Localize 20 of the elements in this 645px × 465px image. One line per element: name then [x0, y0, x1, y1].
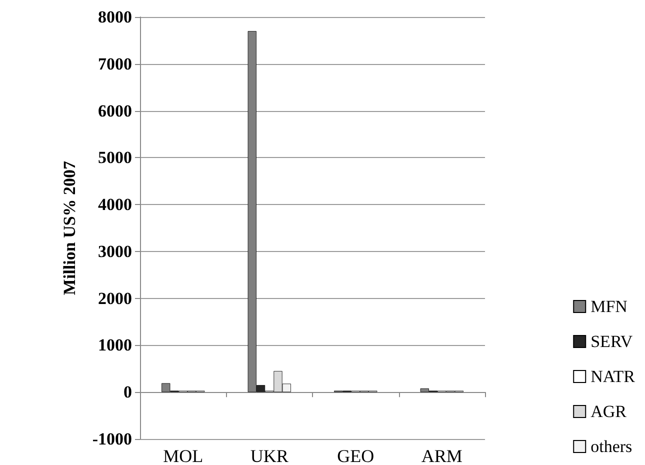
legend-label: others	[590, 437, 632, 456]
legend-label: NATR	[590, 367, 636, 386]
y-tick-label: 5000	[98, 148, 132, 168]
y-tick-label: 8000	[98, 8, 132, 26]
x-tick-label: ARM	[421, 446, 462, 465]
y-tick-label: 3000	[98, 242, 132, 261]
legend-label: AGR	[590, 402, 628, 421]
y-tick-label: 4000	[98, 195, 132, 214]
x-tick-label: GEO	[337, 446, 374, 465]
y-axis-title: Million US% 2007	[60, 160, 79, 296]
y-tick-label: 7000	[98, 54, 132, 74]
y-tick-label: 2000	[98, 288, 132, 308]
x-tick-label: MOL	[163, 446, 204, 465]
legend-label: MFN	[590, 297, 628, 316]
x-tick-label: UKR	[250, 446, 288, 465]
y-tick-label: 0	[124, 382, 132, 402]
legend-label: SERV	[590, 332, 634, 351]
y-tick-label: 6000	[98, 101, 132, 120]
y-tick-label: -1000	[92, 430, 132, 448]
y-tick-label: 1000	[98, 336, 132, 355]
